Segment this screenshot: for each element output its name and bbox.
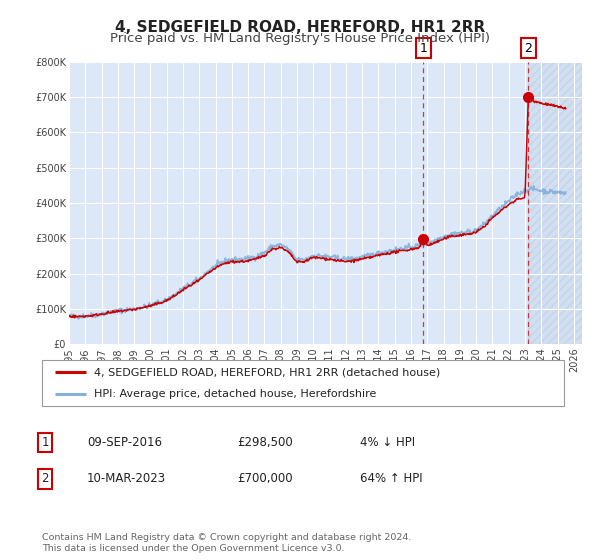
Text: Contains HM Land Registry data © Crown copyright and database right 2024.
This d: Contains HM Land Registry data © Crown c… xyxy=(42,533,412,553)
Text: £298,500: £298,500 xyxy=(237,436,293,449)
Text: 10-MAR-2023: 10-MAR-2023 xyxy=(87,472,166,486)
Text: 1: 1 xyxy=(41,436,49,449)
Text: 64% ↑ HPI: 64% ↑ HPI xyxy=(360,472,422,486)
Bar xyxy=(528,62,582,344)
Text: 2: 2 xyxy=(524,41,532,54)
Text: 4% ↓ HPI: 4% ↓ HPI xyxy=(360,436,415,449)
FancyBboxPatch shape xyxy=(42,360,564,406)
Text: 2: 2 xyxy=(41,472,49,486)
Text: 4, SEDGEFIELD ROAD, HEREFORD, HR1 2RR: 4, SEDGEFIELD ROAD, HEREFORD, HR1 2RR xyxy=(115,20,485,35)
Text: 09-SEP-2016: 09-SEP-2016 xyxy=(87,436,162,449)
Text: HPI: Average price, detached house, Herefordshire: HPI: Average price, detached house, Here… xyxy=(94,389,377,399)
Text: £700,000: £700,000 xyxy=(237,472,293,486)
Bar xyxy=(528,62,582,344)
Text: 1: 1 xyxy=(419,41,427,54)
Text: Price paid vs. HM Land Registry's House Price Index (HPI): Price paid vs. HM Land Registry's House … xyxy=(110,32,490,45)
Text: 4, SEDGEFIELD ROAD, HEREFORD, HR1 2RR (detached house): 4, SEDGEFIELD ROAD, HEREFORD, HR1 2RR (d… xyxy=(94,367,440,377)
